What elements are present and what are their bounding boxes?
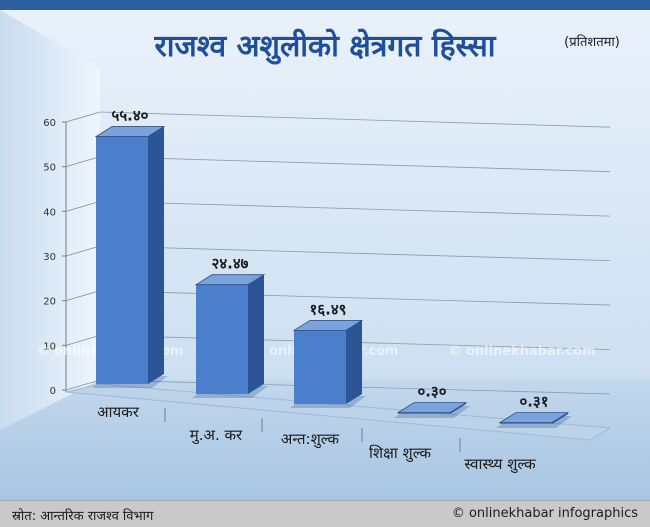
gridline bbox=[99, 245, 611, 261]
grid-diagonal bbox=[65, 290, 101, 302]
bar-top bbox=[94, 126, 166, 137]
y-tick-label: 20 bbox=[43, 297, 56, 308]
data-label: १६.४९ bbox=[310, 300, 347, 318]
bar-front bbox=[294, 330, 346, 404]
y-axis: 0 10 20 30 40 50 60 bbox=[43, 118, 67, 397]
bar bbox=[290, 319, 366, 408]
x-tick-label: शिक्षा शुल्क bbox=[369, 444, 431, 463]
side-wall bbox=[0, 10, 100, 430]
x-tick-label: स्वास्थ्य शुल्क bbox=[464, 455, 536, 474]
x-tick-label: अन्त:शुल्क bbox=[281, 430, 340, 449]
data-label: ५५.४० bbox=[112, 107, 149, 125]
bar-front bbox=[398, 412, 450, 414]
chart-title: राजश्व अशुलीको क्षेत्रगत हिस्सा bbox=[153, 28, 496, 65]
bar-side bbox=[346, 320, 362, 404]
y-tick-label: 50 bbox=[43, 163, 56, 174]
bar-side bbox=[248, 274, 264, 394]
grid-diagonal bbox=[65, 111, 101, 123]
top-strip bbox=[0, 0, 650, 10]
grid-diagonal bbox=[65, 334, 101, 346]
bar bbox=[496, 412, 572, 428]
data-label: २४.४७ bbox=[212, 255, 249, 273]
grid-diagonal bbox=[65, 245, 101, 257]
watermark-text: © onlinekhabar.com bbox=[448, 344, 595, 359]
x-tick-label: मु.अ. कर bbox=[190, 426, 243, 445]
bar bbox=[92, 126, 168, 388]
gridline bbox=[99, 290, 611, 306]
gridline bbox=[99, 156, 611, 173]
grid-diagonal bbox=[65, 200, 101, 212]
bar bbox=[394, 402, 470, 418]
bar-top bbox=[194, 274, 266, 286]
data-label: ०.३१ bbox=[519, 393, 548, 411]
floor bbox=[0, 380, 650, 501]
footer: स्रोत: आन्तरिक राजश्व विभाग © onlinekhab… bbox=[0, 500, 650, 527]
data-label: ०.३० bbox=[417, 383, 446, 401]
credit-note: © onlinekhabar infographics bbox=[451, 506, 638, 521]
source-note: स्रोत: आन्तरिक राजश्व विभाग bbox=[12, 509, 154, 524]
y-tick-label: 30 bbox=[43, 252, 56, 263]
grid-diagonal bbox=[65, 156, 101, 168]
gridline bbox=[99, 200, 611, 217]
y-tick-label: 0 bbox=[50, 386, 56, 397]
bar-top bbox=[396, 402, 468, 414]
bar bbox=[192, 274, 268, 398]
y-tick-label: 40 bbox=[43, 207, 56, 218]
y-tick-label: 60 bbox=[43, 118, 56, 129]
bar-top bbox=[498, 412, 570, 424]
plot-floor-plane bbox=[65, 383, 612, 441]
bar-front bbox=[196, 284, 248, 394]
x-axis: आयकर मु.अ. कर अन्त:शुल्क शिक्षा शुल्क स्वास्… bbox=[97, 403, 536, 474]
bar-front bbox=[500, 422, 552, 424]
grid-diagonal bbox=[65, 379, 101, 391]
gridline bbox=[99, 111, 611, 128]
bar-top bbox=[292, 319, 364, 331]
x-tick-label: आयकर bbox=[97, 403, 140, 421]
chart-subtitle: (प्रतिशतमा) bbox=[564, 34, 620, 50]
bars: ५५.४० २४.४७ १६.४९ ०.३० ०.३१ bbox=[92, 107, 572, 428]
plot-floor bbox=[65, 383, 612, 441]
y-tick-label: 10 bbox=[43, 341, 56, 352]
bar-front bbox=[96, 136, 148, 384]
bar-side bbox=[148, 126, 164, 385]
